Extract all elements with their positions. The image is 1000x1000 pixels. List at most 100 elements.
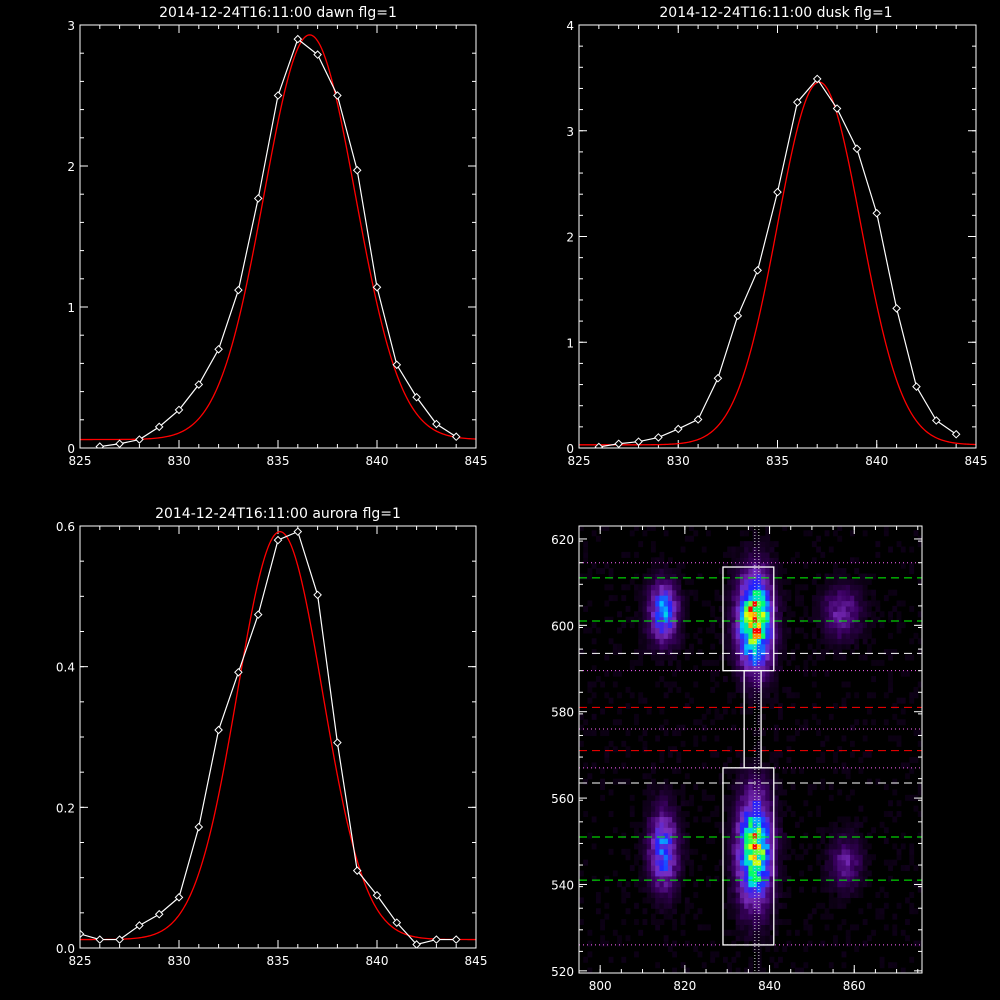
heatmap-cell [735,546,741,553]
heatmap-cell [625,584,631,591]
heatmap-cell [824,595,830,602]
heatmap-cell [689,578,694,585]
heatmap-cell [714,670,720,677]
heatmap-cell [841,762,847,769]
heatmap-cell [845,600,851,607]
heatmap-cell [778,778,783,785]
x-tick-label: 830 [168,954,191,968]
heatmap-cell [735,654,741,661]
heatmap-cell [638,697,644,704]
heatmap-cell [756,800,762,807]
heatmap-cell [782,568,788,575]
heatmap-cell [769,557,775,564]
heatmap-cell [917,638,922,645]
heatmap-cell [892,605,898,612]
heatmap-cell [786,605,792,612]
heatmap-cell [744,557,749,564]
heatmap-cell [722,611,728,618]
heatmap-cell [663,865,669,872]
heatmap-cell [756,762,762,769]
heatmap-cell [841,578,847,585]
heatmap-cell [748,686,754,693]
heatmap-cell [646,865,652,872]
heatmap-cell [756,902,762,909]
heatmap-cell [680,600,686,607]
heatmap-cell [638,865,644,872]
heatmap-cell [608,740,614,747]
observed-point [154,422,164,432]
heatmap-cell [807,811,813,818]
heatmap-cell [845,632,851,639]
heatmap-cell [663,816,669,823]
heatmap-cell [604,654,610,661]
heatmap-cell [845,627,851,634]
heatmap-cell [735,551,741,558]
heatmap-cell [752,773,758,780]
heatmap-cell [816,584,821,591]
heatmap-cell [684,611,690,618]
heatmap-cell [769,676,775,683]
heatmap-cell [739,670,745,677]
selection-connector [743,670,762,769]
heatmap-cell [684,535,690,542]
heatmap-cell [727,784,733,791]
heatmap-cell [650,854,656,861]
heatmap-cell [909,692,915,699]
heatmap-cell [858,848,864,855]
heatmap-cell [727,589,733,596]
heatmap-cell [858,605,864,612]
heatmap-cell [820,611,826,618]
heatmap-cell [659,600,665,607]
heatmap-cell [676,659,682,666]
heatmap-cell [786,686,792,693]
heatmap-cell [748,821,754,828]
heatmap-cell [841,816,847,823]
heatmap-cell [905,919,910,926]
heatmap-cell [752,659,758,666]
heatmap-cell [752,557,758,564]
heatmap-cell [731,811,737,818]
heatmap-cell [752,908,758,915]
heatmap-cell [727,865,733,872]
y-tick-label: 3 [67,19,75,33]
heatmap-cell [663,800,669,807]
heatmap-cell [680,919,686,926]
heatmap-cell [680,573,686,580]
heatmap-cell [866,881,872,888]
heatmap-cell [820,832,826,839]
heatmap-cell [862,589,868,596]
heatmap-cell [735,562,741,569]
heatmap-cell [701,962,707,969]
heatmap-cell [608,616,614,623]
heatmap-cell [600,924,605,931]
heatmap-cell [655,962,661,969]
heatmap-cell [744,692,749,699]
heatmap-cell [629,821,635,828]
heatmap-cell [655,632,661,639]
heatmap-cell [748,703,754,710]
heatmap-cell [676,724,682,731]
heatmap-cell [883,827,889,834]
heatmap-cell [782,800,788,807]
heatmap-cell [850,838,855,845]
heatmap-cell [642,773,648,780]
heatmap-cell [756,881,762,888]
heatmap-cell [667,573,673,580]
heatmap-cell [756,773,762,780]
heatmap-cell [731,940,737,947]
heatmap-cell [744,843,749,850]
heatmap-cell [837,870,843,877]
heatmap-cell [803,848,809,855]
heatmap-cell [803,800,809,807]
heatmap-cell [794,854,800,861]
heatmap-cell [794,929,800,936]
dawn-chart-title: 2014-12-24T16:11:00 dawn flg=1 [159,5,397,21]
heatmap-cell [862,578,868,585]
heatmap-cell [739,649,745,656]
heatmap-cell [803,665,809,672]
heatmap-cell [866,627,872,634]
heatmap-cell [650,870,656,877]
heatmap-cell [739,600,745,607]
heatmap-cell [604,886,610,893]
heatmap-cell [909,605,915,612]
